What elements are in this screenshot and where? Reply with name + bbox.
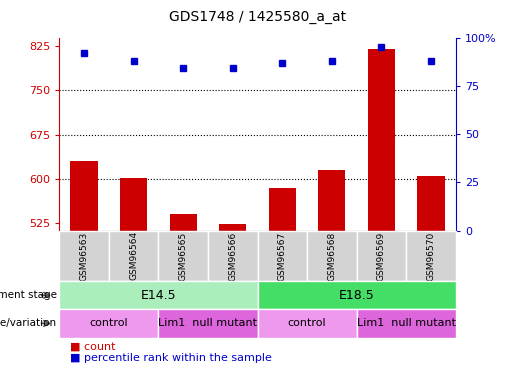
Text: GSM96563: GSM96563 — [79, 231, 89, 280]
Bar — [159, 309, 258, 338]
Text: control: control — [90, 318, 128, 328]
Bar — [368, 49, 395, 231]
Bar — [208, 231, 258, 281]
Bar — [307, 231, 356, 281]
Bar — [120, 178, 147, 231]
Bar — [318, 170, 346, 231]
Bar — [258, 231, 307, 281]
Text: GSM96567: GSM96567 — [278, 231, 287, 280]
Bar — [59, 309, 159, 338]
Bar — [356, 231, 406, 281]
Text: control: control — [288, 318, 327, 328]
Text: E14.5: E14.5 — [141, 289, 176, 302]
Text: development stage: development stage — [0, 290, 57, 300]
Bar — [406, 231, 456, 281]
Text: ■ count: ■ count — [70, 342, 115, 352]
Bar — [71, 161, 98, 231]
Text: Lim1  null mutant: Lim1 null mutant — [357, 318, 456, 328]
Bar — [109, 231, 159, 281]
Bar — [219, 224, 246, 231]
Bar — [258, 281, 456, 309]
Bar — [59, 231, 109, 281]
Bar — [356, 309, 456, 338]
Text: GSM96565: GSM96565 — [179, 231, 187, 280]
Text: GSM96564: GSM96564 — [129, 231, 138, 280]
Text: genotype/variation: genotype/variation — [0, 318, 57, 328]
Text: GSM96569: GSM96569 — [377, 231, 386, 280]
Bar — [417, 176, 444, 231]
Text: ■ percentile rank within the sample: ■ percentile rank within the sample — [70, 353, 271, 363]
Bar — [159, 231, 208, 281]
Text: GSM96566: GSM96566 — [228, 231, 237, 280]
Text: E18.5: E18.5 — [339, 289, 374, 302]
Bar — [59, 281, 258, 309]
Bar — [269, 188, 296, 231]
Bar — [258, 309, 356, 338]
Bar — [169, 214, 197, 231]
Text: GSM96570: GSM96570 — [426, 231, 436, 280]
Text: GDS1748 / 1425580_a_at: GDS1748 / 1425580_a_at — [169, 10, 346, 24]
Text: GSM96568: GSM96568 — [328, 231, 336, 280]
Text: Lim1  null mutant: Lim1 null mutant — [159, 318, 258, 328]
